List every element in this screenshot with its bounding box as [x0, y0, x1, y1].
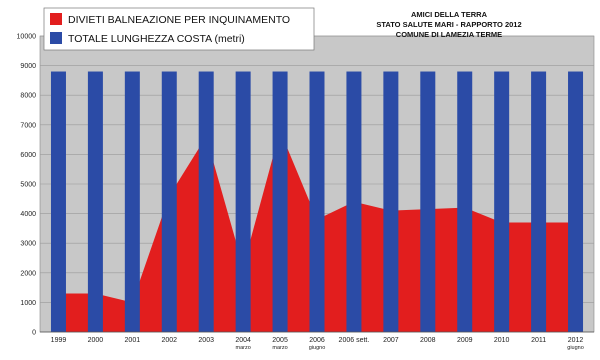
x-tick-label: 2012 — [568, 337, 584, 344]
y-tick-label: 1000 — [20, 300, 36, 307]
legend-label-totale: TOTALE LUNGHEZZA COSTA (metri) — [68, 33, 245, 45]
x-tick-sublabel: marzo — [235, 345, 250, 351]
y-tick-label: 8000 — [20, 93, 36, 100]
x-tick-label: 2001 — [125, 337, 141, 344]
y-tick-label: 0 — [32, 330, 36, 337]
chart-title-line: AMICI DELLA TERRA — [411, 10, 488, 19]
chart-title-line: COMUNE DI LAMEZIA TERME — [396, 30, 502, 39]
y-tick-label: 7000 — [20, 122, 36, 129]
x-tick-label: 2004 — [235, 337, 251, 344]
legend-box — [43, 7, 315, 51]
bar-totale-costa — [309, 71, 325, 333]
y-tick-label: 3000 — [20, 241, 36, 248]
x-tick-label: 2006 — [309, 337, 325, 344]
bar-totale-costa — [161, 71, 177, 333]
x-tick-sublabel: giugno — [309, 345, 326, 351]
x-tick-label: 2003 — [198, 337, 214, 344]
bar-totale-costa — [494, 71, 510, 333]
x-tick-label: 2008 — [420, 337, 436, 344]
chart-title-line: STATO SALUTE MARI - RAPPORTO 2012 — [376, 20, 521, 29]
x-tick-label: 2006 sett. — [339, 337, 370, 344]
bar-totale-costa — [383, 71, 399, 333]
bar-totale-costa — [568, 71, 584, 333]
bar-totale-costa — [457, 71, 473, 333]
y-tick-label: 9000 — [20, 63, 36, 70]
y-tick-label: 10000 — [17, 34, 37, 41]
bar-totale-costa — [235, 71, 251, 333]
legend-label-divieti: DIVIETI BALNEAZIONE PER INQUINAMENTO — [68, 14, 290, 26]
bar-totale-costa — [346, 71, 362, 333]
legend-swatch-totale — [50, 32, 62, 44]
x-tick-label: 1999 — [51, 337, 67, 344]
x-tick-label: 2011 — [531, 337, 546, 344]
x-tick-label: 2010 — [494, 337, 510, 344]
x-tick-label: 2007 — [383, 337, 399, 344]
legend-swatch-divieti — [50, 13, 62, 25]
x-tick-label: 2002 — [161, 337, 177, 344]
bar-totale-costa — [198, 71, 214, 333]
x-tick-label: 2009 — [457, 337, 473, 344]
y-tick-label: 4000 — [20, 211, 36, 218]
bar-totale-costa — [124, 71, 140, 333]
bar-totale-costa — [531, 71, 547, 333]
bar-totale-costa — [87, 71, 103, 333]
x-tick-sublabel: giugno — [567, 345, 584, 351]
y-tick-label: 6000 — [20, 152, 36, 159]
x-tick-label: 2000 — [88, 337, 104, 344]
y-tick-label: 5000 — [20, 182, 36, 189]
x-tick-label: 2005 — [272, 337, 288, 344]
y-tick-label: 2000 — [20, 270, 36, 277]
x-tick-sublabel: marzo — [272, 345, 287, 351]
bar-totale-costa — [272, 71, 288, 333]
bar-totale-costa — [420, 71, 436, 333]
bar-totale-costa — [50, 71, 66, 333]
